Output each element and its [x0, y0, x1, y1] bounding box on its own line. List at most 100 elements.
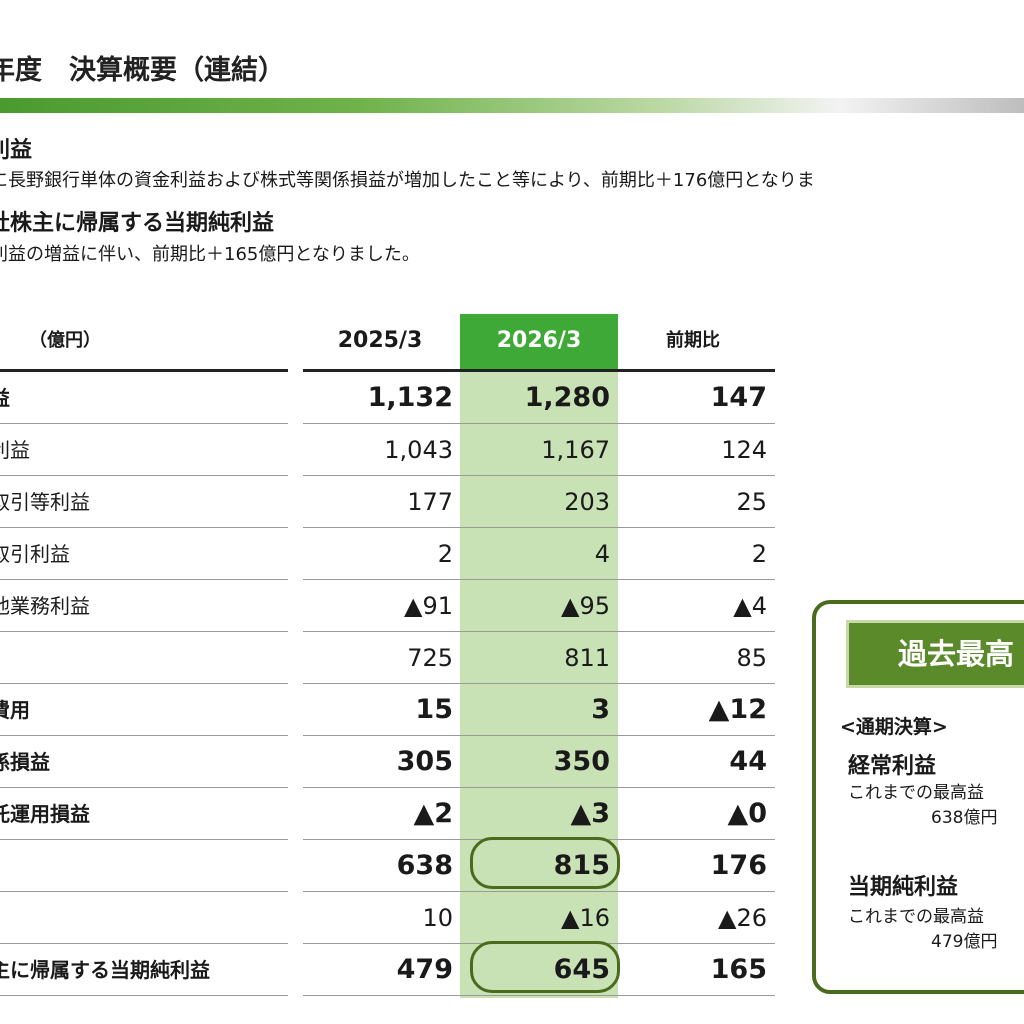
value-2026: ▲95 — [561, 592, 610, 620]
highlight-column-header — [460, 314, 618, 369]
value-2026: ▲3 — [570, 798, 610, 829]
row-label: 取引利益 — [0, 542, 70, 566]
page-title: 年度 決算概要（連結） — [0, 55, 285, 86]
value-2025: 2 — [437, 540, 453, 568]
summary-text-2: 利益の増益に伴い、前期比＋165億円となりました。 — [0, 244, 420, 265]
row-divider — [0, 631, 288, 632]
record-high-title: 過去最高 — [898, 637, 1015, 671]
row-divider — [0, 683, 288, 684]
row-divider — [303, 683, 775, 684]
row-divider — [303, 787, 775, 788]
column-header-2026: 2026/3 — [496, 328, 582, 353]
value-2026: 1,280 — [524, 382, 610, 413]
value-2026: 1,167 — [541, 436, 610, 464]
row-label: 費用 — [0, 698, 30, 722]
value-diff: 2 — [751, 540, 767, 568]
record-item-note: これまでの最高益 — [848, 907, 984, 927]
summary-heading-1: 利益 — [0, 138, 33, 163]
value-2025: 10 — [422, 904, 453, 932]
summary-text-1: に長野銀行単体の資金利益および株式等関係損益が増加したこと等により、前期比＋17… — [0, 170, 815, 191]
value-diff: 124 — [721, 436, 767, 464]
value-2026: 811 — [564, 644, 610, 672]
row-divider — [0, 787, 288, 788]
row-divider — [303, 475, 775, 476]
financial-table-body: 益 1,132 1,280 147 利益 1,043 1,167 124 取引等利益 177 203… — [0, 372, 775, 996]
row-label: 取引等利益 — [0, 490, 90, 514]
row-label: 益 — [0, 372, 10, 424]
record-high-banner — [846, 620, 1024, 688]
record-item-heading: 当期純利益 — [848, 875, 959, 900]
row-divider — [303, 735, 775, 736]
table-row: 託運用損益 ▲2 ▲3 ▲0 — [0, 788, 775, 840]
table-top-rule-left — [0, 369, 288, 372]
column-header-diff: 前期比 — [666, 330, 720, 351]
table-row: 10 ▲16 ▲26 — [0, 892, 775, 944]
unit-label: （億円） — [29, 330, 101, 351]
row-divider — [0, 735, 288, 736]
row-divider — [0, 995, 288, 996]
row-divider — [0, 423, 288, 424]
value-diff: 147 — [710, 382, 767, 413]
row-label: 託運用損益 — [0, 802, 90, 826]
row-divider — [0, 943, 288, 944]
value-2025: 305 — [396, 746, 453, 777]
value-diff: 25 — [736, 488, 767, 516]
value-2026: 350 — [553, 746, 610, 777]
value-2025: 1,043 — [384, 436, 453, 464]
value-diff: ▲12 — [708, 694, 767, 725]
value-diff: 176 — [710, 850, 767, 881]
value-2026: 3 — [591, 694, 610, 725]
column-header-2025: 2025/3 — [337, 328, 423, 353]
row-divider — [0, 891, 288, 892]
table-row: 638 815 176 — [0, 840, 775, 892]
value-diff: ▲4 — [733, 592, 767, 620]
row-divider — [0, 579, 288, 580]
row-divider — [0, 527, 288, 528]
value-2025: 725 — [407, 644, 453, 672]
record-item-note: これまでの最高益 — [848, 783, 984, 803]
row-divider — [303, 631, 775, 632]
record-item-value: 479億円 — [931, 932, 998, 952]
value-2025: 15 — [415, 694, 453, 725]
value-2025: 638 — [396, 850, 453, 881]
table-row: 費用 15 3 ▲12 — [0, 684, 775, 736]
table-row: 取引利益 2 4 2 — [0, 528, 775, 580]
row-divider — [303, 423, 775, 424]
table-row: 係損益 305 350 44 — [0, 736, 775, 788]
table-row: 利益 1,043 1,167 124 — [0, 424, 775, 476]
row-divider — [0, 475, 288, 476]
row-divider — [0, 839, 288, 840]
value-2026: 203 — [564, 488, 610, 516]
row-divider — [303, 995, 775, 996]
value-2025: ▲2 — [413, 798, 453, 829]
row-divider — [303, 579, 775, 580]
value-2025: 479 — [396, 954, 453, 985]
value-2026: 4 — [594, 540, 610, 568]
value-2025: 1,132 — [367, 382, 453, 413]
highlight-oval-net-income — [470, 941, 620, 993]
table-row: 取引等利益 177 203 25 — [0, 476, 775, 528]
table-top-rule-right — [303, 369, 775, 372]
row-label: 利益 — [0, 438, 30, 462]
value-2025: 177 — [407, 488, 453, 516]
record-subtitle: <通期決算> — [840, 716, 948, 738]
table-row: 725 811 85 — [0, 632, 775, 684]
table-row: 主に帰属する当期純利益 479 645 165 — [0, 944, 775, 996]
value-diff: ▲0 — [727, 798, 767, 829]
highlight-oval-ordinary-profit — [470, 837, 620, 889]
table-row: 益 1,132 1,280 147 — [0, 372, 775, 424]
record-item-heading: 経常利益 — [848, 754, 937, 779]
value-diff: 44 — [729, 746, 767, 777]
value-2026: ▲16 — [561, 904, 610, 932]
row-label: 他業務利益 — [0, 594, 90, 618]
row-label: 係損益 — [0, 750, 50, 774]
value-diff: 165 — [710, 954, 767, 985]
title-gradient-bar — [0, 98, 1024, 113]
row-divider — [303, 527, 775, 528]
record-item-value: 638億円 — [931, 808, 998, 828]
summary-heading-2: 社株主に帰属する当期純利益 — [0, 211, 275, 236]
table-row: 他業務利益 ▲91 ▲95 ▲4 — [0, 580, 775, 632]
value-2025: ▲91 — [404, 592, 453, 620]
value-diff: 85 — [736, 644, 767, 672]
row-label: 主に帰属する当期純利益 — [0, 958, 210, 982]
